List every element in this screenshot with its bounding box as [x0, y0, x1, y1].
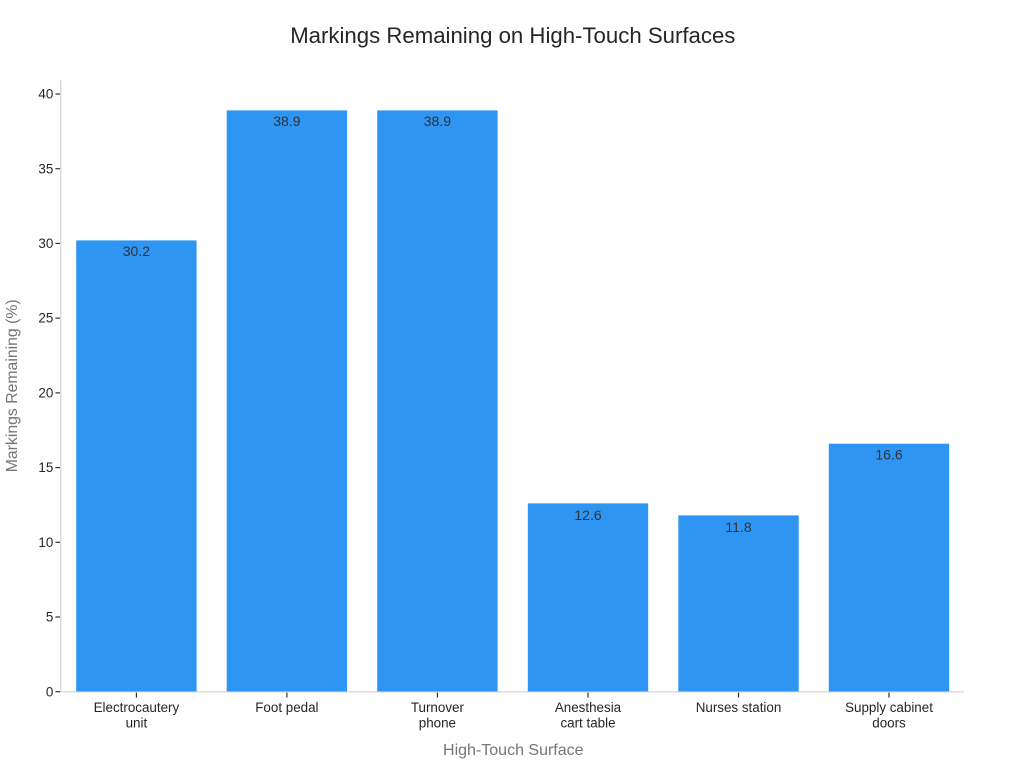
- svg-text:Anesthesia: Anesthesia: [555, 700, 622, 715]
- svg-text:38.9: 38.9: [273, 113, 300, 129]
- svg-text:Electrocautery: Electrocautery: [94, 700, 180, 715]
- svg-text:Markings Remaining (%): Markings Remaining (%): [4, 299, 21, 472]
- svg-text:16.6: 16.6: [875, 446, 902, 462]
- svg-text:Turnover: Turnover: [411, 700, 465, 715]
- svg-text:doors: doors: [872, 716, 906, 731]
- svg-text:phone: phone: [419, 716, 456, 731]
- svg-text:10: 10: [38, 535, 53, 550]
- svg-text:11.8: 11.8: [725, 519, 751, 535]
- svg-text:25: 25: [38, 311, 53, 326]
- svg-text:unit: unit: [126, 716, 148, 731]
- svg-text:Foot pedal: Foot pedal: [255, 700, 318, 715]
- svg-text:20: 20: [38, 385, 53, 400]
- svg-text:30: 30: [38, 236, 53, 251]
- svg-text:Nurses station: Nurses station: [696, 700, 782, 715]
- svg-text:Markings Remaining on High-Tou: Markings Remaining on High-Touch Surface…: [290, 23, 735, 48]
- svg-text:Supply cabinet: Supply cabinet: [845, 700, 933, 715]
- svg-text:40: 40: [38, 87, 53, 102]
- svg-text:38.9: 38.9: [424, 113, 451, 129]
- svg-text:12.6: 12.6: [574, 507, 601, 523]
- svg-text:5: 5: [46, 610, 53, 625]
- svg-text:High-Touch Surface: High-Touch Surface: [443, 742, 584, 759]
- svg-text:35: 35: [38, 161, 53, 176]
- svg-text:30.2: 30.2: [123, 243, 150, 259]
- svg-text:15: 15: [38, 460, 53, 475]
- svg-text:0: 0: [46, 684, 53, 699]
- svg-text:cart table: cart table: [560, 716, 615, 731]
